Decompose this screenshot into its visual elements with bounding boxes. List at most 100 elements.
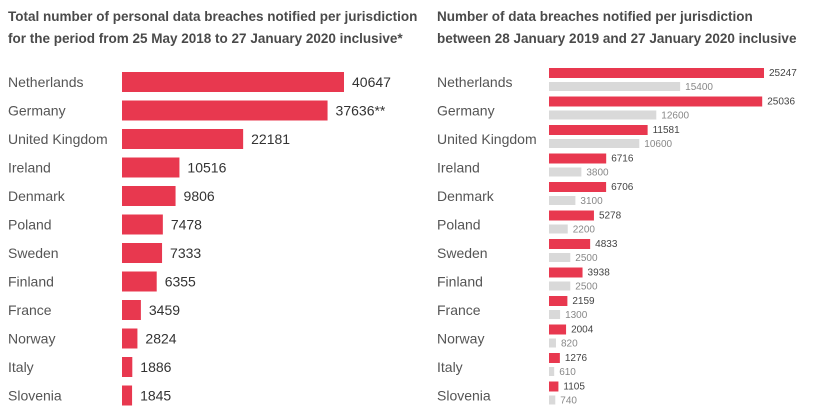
left-category-label-germany: Germany <box>8 103 66 119</box>
right-bar-secondary-sweden <box>549 253 571 262</box>
right-bar-secondary-denmark <box>549 196 576 205</box>
left-value-label-germany: 37636** <box>336 103 386 119</box>
right-value-secondary-finland: 2500 <box>575 282 598 293</box>
left-category-label-italy: Italy <box>8 359 34 375</box>
right-category-label-netherlands: Netherlands <box>437 74 513 90</box>
left-value-label-united-kingdom: 22181 <box>251 131 290 147</box>
right-bar-primary-denmark <box>549 182 607 192</box>
right-category-label-slovenia: Slovenia <box>437 388 491 404</box>
left-chart-title: Total number of personal data breaches n… <box>8 9 418 46</box>
right-chart-title: Number of data breaches notified per jur… <box>437 9 797 46</box>
right-category-label-france: France <box>437 302 481 318</box>
right-bar-secondary-france <box>549 310 561 319</box>
right-category-label-denmark: Denmark <box>437 188 495 204</box>
right-value-secondary-germany: 12600 <box>661 111 689 122</box>
left-bar-united-kingdom <box>122 129 244 149</box>
right-category-label-germany: Germany <box>437 103 495 119</box>
right-value-secondary-france: 1300 <box>565 310 588 321</box>
right-value-secondary-sweden: 2500 <box>575 253 598 264</box>
left-bar-chart: Netherlands 40647 Germany 37636** United Kin… <box>8 72 391 406</box>
left-value-label-slovenia: 1845 <box>140 388 171 404</box>
left-bar-france <box>122 300 141 320</box>
right-value-primary-united-kingdom: 11581 <box>653 125 681 136</box>
left-bar-germany <box>122 100 328 121</box>
right-bar-primary-slovenia <box>549 381 559 392</box>
right-value-primary-italy: 1276 <box>565 353 588 364</box>
right-value-primary-france: 2159 <box>572 296 595 307</box>
left-chart-panel: Total number of personal data breaches n… <box>8 9 418 406</box>
right-category-label-ireland: Ireland <box>437 160 480 176</box>
right-category-label-finland: Finland <box>437 274 483 290</box>
right-category-label-sweden: Sweden <box>437 245 488 261</box>
right-value-secondary-ireland: 3800 <box>586 168 609 179</box>
left-bar-finland <box>122 271 157 292</box>
right-bar-primary-ireland <box>549 153 607 164</box>
left-bar-netherlands <box>122 72 344 92</box>
right-value-secondary-norway: 820 <box>561 339 578 350</box>
left-bar-denmark <box>122 186 176 206</box>
right-bar-primary-finland <box>549 267 583 278</box>
right-chart-panel: Number of data breaches notified per jur… <box>430 0 814 409</box>
right-bar-secondary-finland <box>549 281 571 291</box>
left-category-label-ireland: Ireland <box>8 160 51 176</box>
left-value-label-netherlands: 40647 <box>352 74 391 90</box>
left-category-label-france: France <box>8 302 52 318</box>
right-value-primary-slovenia: 1105 <box>563 382 585 393</box>
right-value-primary-sweden: 4833 <box>595 239 618 250</box>
right-bar-secondary-ireland <box>549 167 582 177</box>
left-category-label-slovenia: Slovenia <box>8 388 62 404</box>
left-bar-norway <box>122 328 138 349</box>
left-bar-poland <box>122 214 163 235</box>
right-value-primary-germany: 25036 <box>767 97 795 108</box>
left-category-label-sweden: Sweden <box>8 245 59 261</box>
left-value-label-denmark: 9806 <box>184 188 215 204</box>
left-category-label-norway: Norway <box>8 331 55 347</box>
right-bar-secondary-norway <box>549 338 556 348</box>
left-bar-slovenia <box>122 385 133 406</box>
right-category-label-italy: Italy <box>437 359 463 375</box>
right-bar-secondary-netherlands <box>549 82 681 91</box>
right-bar-primary-united-kingdom <box>549 125 648 135</box>
right-bar-secondary-italy <box>549 367 555 376</box>
left-value-label-ireland: 10516 <box>187 160 226 176</box>
right-category-label-norway: Norway <box>437 331 484 347</box>
right-bar-secondary-united-kingdom <box>549 139 640 148</box>
right-value-primary-poland: 5278 <box>599 211 622 222</box>
right-bar-secondary-poland <box>549 224 568 234</box>
right-bar-primary-germany <box>549 96 763 107</box>
right-bar-primary-norway <box>549 324 567 335</box>
right-bar-secondary-slovenia <box>549 395 556 405</box>
left-bar-ireland <box>122 157 180 178</box>
left-category-label-denmark: Denmark <box>8 188 66 204</box>
right-value-secondary-netherlands: 15400 <box>685 82 713 93</box>
left-category-label-poland: Poland <box>8 217 52 233</box>
left-category-label-netherlands: Netherlands <box>8 74 84 90</box>
right-value-secondary-italy: 610 <box>559 367 576 378</box>
right-bar-primary-poland <box>549 210 594 221</box>
left-value-label-italy: 1886 <box>140 359 171 375</box>
left-value-label-sweden: 7333 <box>170 245 201 261</box>
left-value-label-france: 3459 <box>149 302 180 318</box>
right-value-primary-norway: 2004 <box>571 325 594 336</box>
left-category-label-finland: Finland <box>8 274 54 290</box>
right-value-primary-netherlands: 25247 <box>769 68 797 79</box>
right-value-primary-finland: 3938 <box>588 268 611 279</box>
right-value-secondary-slovenia: 740 <box>560 396 577 407</box>
right-value-primary-denmark: 6706 <box>611 182 634 193</box>
right-bar-secondary-germany <box>549 110 657 120</box>
left-value-label-norway: 2824 <box>145 331 176 347</box>
right-bar-primary-netherlands <box>549 68 764 78</box>
right-bar-primary-france <box>549 296 568 306</box>
left-value-label-finland: 6355 <box>165 274 196 290</box>
left-bar-sweden <box>122 243 163 263</box>
right-value-secondary-united-kingdom: 10600 <box>644 139 672 150</box>
right-value-primary-ireland: 6716 <box>611 154 634 165</box>
right-bar-primary-sweden <box>549 239 591 249</box>
left-value-label-poland: 7478 <box>171 217 202 233</box>
left-bar-italy <box>122 357 133 377</box>
right-category-label-poland: Poland <box>437 217 481 233</box>
right-bar-primary-italy <box>549 353 560 363</box>
left-category-label-united-kingdom: United Kingdom <box>8 131 108 147</box>
right-category-label-united-kingdom: United Kingdom <box>437 131 537 147</box>
right-bar-chart: Netherlands 25247 15400 Germany 25036 12600 Un… <box>437 68 797 407</box>
